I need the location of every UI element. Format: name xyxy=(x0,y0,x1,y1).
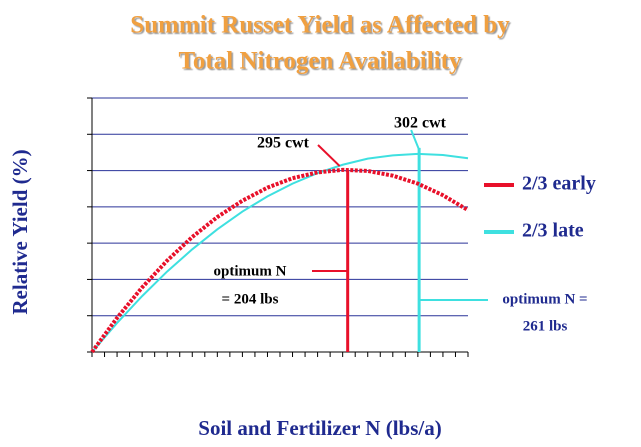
annotation: 261 lbs xyxy=(523,318,568,334)
leader-line xyxy=(410,129,421,151)
series-line xyxy=(91,152,469,353)
legend-label: 2/3 early xyxy=(522,173,596,195)
annotation: 295 cwt xyxy=(257,135,310,152)
annotation: = 204 lbs xyxy=(222,291,279,307)
chart-title: Total Nitrogen Availability xyxy=(179,48,462,75)
y-axis-label: Relative Yield (%) xyxy=(8,149,32,314)
annotation: optimum N xyxy=(214,263,287,279)
annotation: 302 cwt xyxy=(394,115,447,132)
chart-title: Summit Russet Yield as Affected by xyxy=(130,12,510,39)
series-line xyxy=(90,167,470,354)
x-axis-label: Soil and Fertilizer N (lbs/a) xyxy=(198,416,441,440)
annotation: optimum N = xyxy=(502,291,587,307)
leader-line xyxy=(317,144,341,167)
legend-label: 2/3 late xyxy=(522,220,584,242)
